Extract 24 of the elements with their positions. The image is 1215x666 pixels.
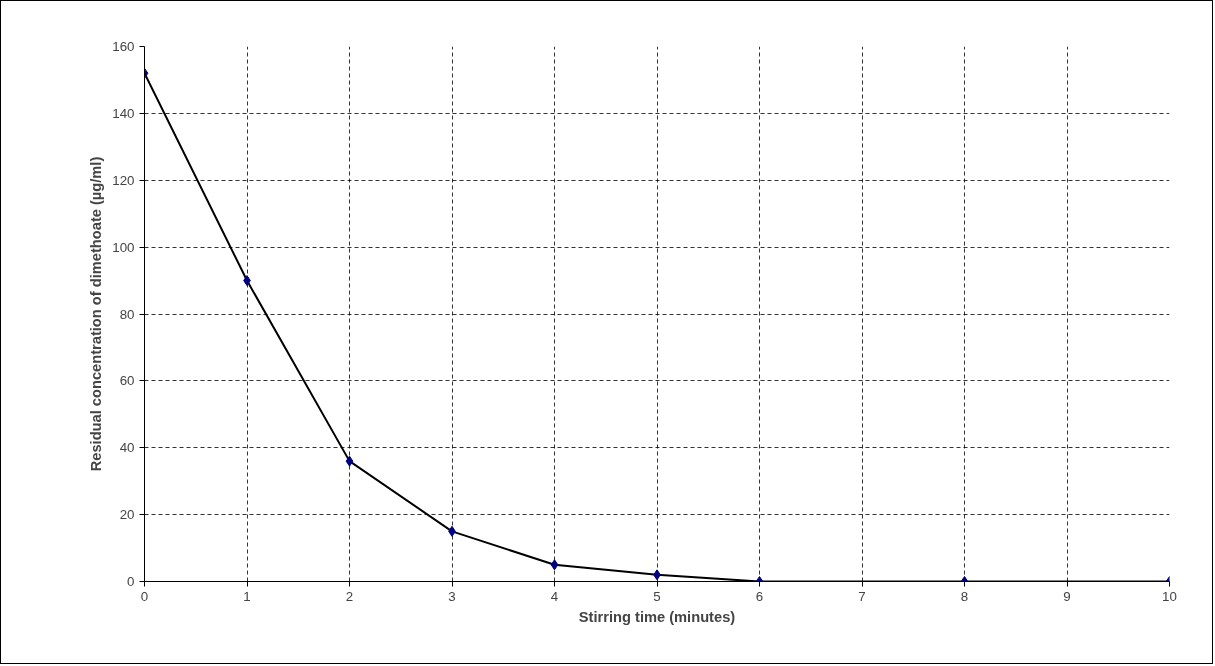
x-tick-label: 8 (960, 588, 969, 604)
point (550, 559, 559, 571)
y-tick-label: 60 (119, 373, 135, 389)
y-tick-label: 160 (112, 39, 135, 54)
y-tick-label: 120 (112, 172, 135, 188)
x-tick-label: 4 (550, 588, 559, 604)
point (345, 455, 354, 467)
y-axis-title: Residual concentration of dimethoate (µg/ml) (88, 156, 105, 472)
x-tick-label: 9 (1063, 588, 1071, 604)
x-tick-label: 2 (345, 588, 354, 604)
x-tick-label: 0 (140, 588, 149, 604)
y-tick-label: 140 (112, 105, 135, 121)
x-tick-label: 7 (858, 588, 866, 604)
y-tick-label: 40 (119, 440, 135, 456)
x-tick-label: 10 (1162, 588, 1177, 604)
y-tick-label: 0 (127, 574, 135, 589)
x-tick-label: 1 (243, 588, 251, 604)
x-tick-label: 6 (755, 588, 764, 604)
y-tick-label: 80 (119, 306, 135, 322)
x-tick-label: 5 (653, 588, 661, 604)
x-tick-label: 3 (448, 588, 456, 604)
x-axis-title: Stirring time (minutes) (578, 608, 736, 625)
y-tick-label: 20 (119, 507, 135, 523)
y-tick-label: 100 (112, 239, 135, 255)
